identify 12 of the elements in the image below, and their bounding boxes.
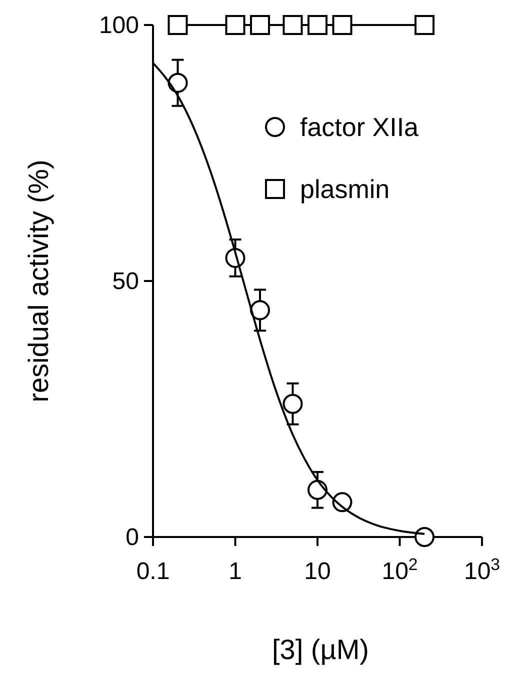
x-tick-label: 10 bbox=[304, 558, 331, 585]
y-tick-label: 50 bbox=[112, 268, 139, 295]
legend-label: factor XIIa bbox=[300, 112, 420, 142]
legend-label: plasmin bbox=[300, 174, 390, 204]
y-axis-title: residual activity (%) bbox=[23, 160, 54, 402]
y-tick-label: 0 bbox=[126, 524, 139, 551]
x-tick-label: 10$^{2}$ bbox=[382, 554, 418, 585]
x-tick-label: 10$^{3}$ bbox=[464, 554, 500, 585]
y-tick-label: 100 bbox=[98, 12, 139, 39]
x-axis-title: [3] (µM) bbox=[272, 634, 370, 665]
x-tick-label: 0.1 bbox=[136, 558, 170, 585]
x-tick-label: 1 bbox=[228, 558, 242, 585]
